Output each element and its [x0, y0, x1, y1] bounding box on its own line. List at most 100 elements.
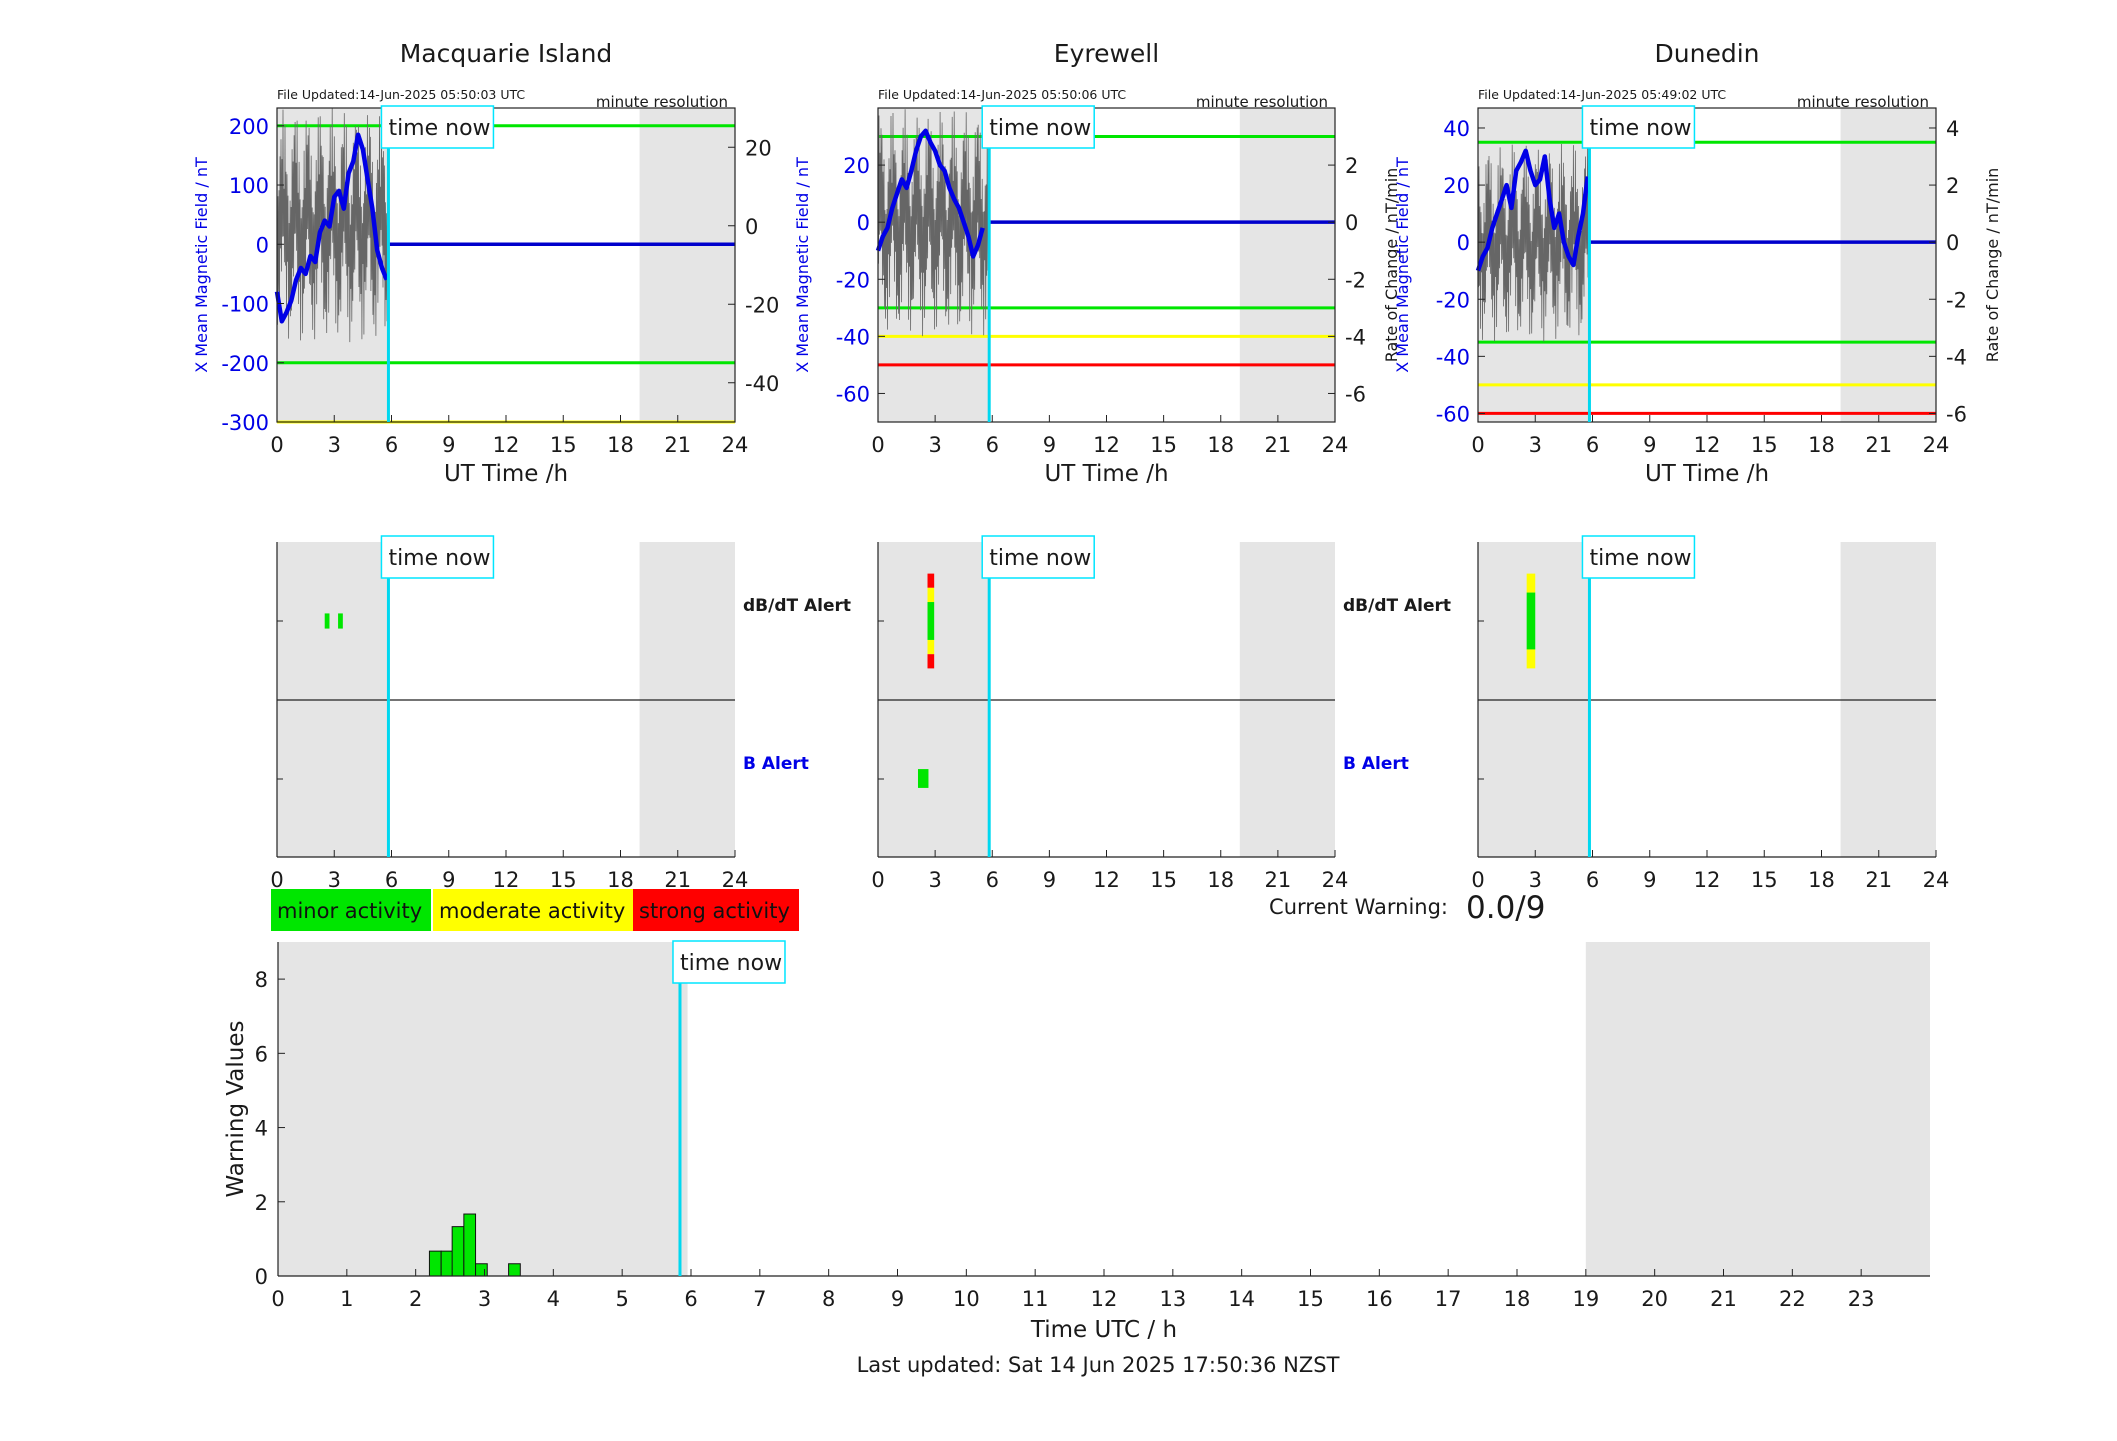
warning-x-tick-label: 1: [340, 1287, 353, 1311]
y-right-tick-label: -40: [745, 372, 779, 396]
y-tick-label: 40: [1443, 117, 1470, 141]
panel-title: Dunedin: [1655, 39, 1760, 68]
y-axis-label-right: Rate of Change / nT/min: [1983, 168, 2002, 363]
legend-label-2: moderate activity: [439, 899, 625, 923]
warning-x-tick-label: 7: [753, 1287, 766, 1311]
b-alert-bar: [917, 769, 929, 788]
field-trace: [1475, 148, 1590, 272]
last-updated-text: Last updated: Sat 14 Jun 2025 17:50:36 N…: [857, 1353, 1340, 1377]
current-warning-value: 0.0/9: [1466, 890, 1545, 926]
x-tick-label: 18: [607, 868, 634, 892]
x-tick-label: 21: [664, 433, 691, 457]
time-now-label: time now: [1589, 116, 1691, 141]
legend-label-3: strong activity: [639, 899, 790, 923]
y-right-tick-label: -2: [1345, 268, 1366, 292]
time-now-label: time now: [1589, 546, 1691, 571]
x-tick-label: 3: [328, 433, 341, 457]
dbdt-alert-bar: [338, 613, 343, 629]
warning-x-tick-label: 15: [1297, 1287, 1324, 1311]
y-right-tick-label: -4: [1946, 345, 1967, 369]
y-tick-label: 0: [1457, 231, 1470, 255]
dbdt-alert-label: dB/dT Alert: [1343, 596, 1451, 616]
y-axis-label-left: X Mean Magnetic Field / nT: [192, 157, 211, 373]
x-axis-label: UT Time /h: [1044, 461, 1168, 487]
time-now-label: time now: [388, 546, 490, 571]
x-tick-label: 15: [550, 868, 577, 892]
x-tick-label: 3: [928, 868, 941, 892]
warning-x-tick-label: 0: [271, 1287, 284, 1311]
file-updated-text: File Updated:14-Jun-2025 05:49:02 UTC: [1478, 87, 1726, 102]
dbdt-alert-bar: [1526, 592, 1536, 650]
x-tick-label: 0: [871, 868, 884, 892]
warning-x-tick-label: 19: [1572, 1287, 1599, 1311]
warning-bar-5: [475, 1263, 488, 1277]
warning-bar-1: [428, 1250, 442, 1277]
warning-x-tick-label: 3: [478, 1287, 491, 1311]
night-shaded-band: [1239, 108, 1335, 422]
x-tick-label: 12: [493, 433, 520, 457]
dbdt-alert-bar: [1526, 573, 1536, 593]
x-tick-label: 9: [1643, 433, 1656, 457]
dbdt-alert-bar: [927, 573, 935, 588]
legend-swatch-2: [433, 889, 633, 931]
x-tick-label: 21: [664, 868, 691, 892]
y-axis-label-left: X Mean Magnetic Field / nT: [793, 157, 812, 373]
time-now-label-box: [380, 105, 495, 149]
field-trace: [274, 132, 389, 324]
warning-x-tick-label: 4: [547, 1287, 560, 1311]
x-tick-label: 0: [1471, 868, 1484, 892]
y-tick-label: -200: [221, 352, 269, 376]
x-tick-label: 21: [1865, 433, 1892, 457]
warning-y-tick-label: 6: [255, 1042, 268, 1066]
y-tick-label: -20: [1436, 288, 1470, 312]
y-right-tick-label: 2: [1345, 154, 1358, 178]
warning-x-tick-label: 8: [822, 1287, 835, 1311]
warning-x-tick-label: 13: [1159, 1287, 1186, 1311]
x-axis-label: UT Time /h: [444, 461, 568, 487]
y-right-tick-label: -2: [1946, 288, 1967, 312]
warning-x-tick-label: 22: [1779, 1287, 1806, 1311]
x-tick-label: 15: [1751, 868, 1778, 892]
x-tick-label: 18: [1808, 868, 1835, 892]
current-warning-label: Current Warning:: [1269, 895, 1448, 919]
y-tick-label: -300: [221, 411, 269, 435]
y-right-tick-label: 0: [745, 215, 758, 239]
y-tick-label: 20: [843, 154, 870, 178]
x-tick-label: 24: [1923, 868, 1950, 892]
y-tick-label: 200: [229, 115, 269, 139]
y-right-tick-label: 4: [1946, 117, 1959, 141]
x-tick-label: 9: [442, 868, 455, 892]
y-right-tick-label: 0: [1946, 231, 1959, 255]
x-tick-label: 3: [1529, 868, 1542, 892]
x-tick-label: 24: [722, 433, 749, 457]
x-tick-label: 12: [493, 868, 520, 892]
file-updated-text: File Updated:14-Jun-2025 05:50:03 UTC: [277, 87, 525, 102]
warning-x-tick-label: 16: [1366, 1287, 1393, 1311]
warning-x-tick-label: 17: [1435, 1287, 1462, 1311]
x-tick-label: 9: [1643, 868, 1656, 892]
x-tick-label: 9: [442, 433, 455, 457]
x-tick-label: 0: [1471, 433, 1484, 457]
x-tick-label: 15: [1150, 868, 1177, 892]
y-tick-label: -100: [221, 293, 269, 317]
warning-bar-4: [463, 1213, 477, 1277]
y-right-tick-label: 20: [745, 136, 772, 160]
y-tick-label: -60: [836, 382, 870, 406]
x-tick-label: 12: [1694, 433, 1721, 457]
y-tick-label: 0: [256, 233, 269, 257]
x-tick-label: 18: [1207, 868, 1234, 892]
x-tick-label: 12: [1694, 868, 1721, 892]
time-now-label: time now: [680, 951, 782, 976]
x-tick-label: 21: [1865, 868, 1892, 892]
legend-swatch-1: [271, 889, 431, 931]
night-shaded-band: [1840, 108, 1936, 422]
x-tick-label: 18: [1207, 433, 1234, 457]
x-tick-label: 24: [1923, 433, 1950, 457]
x-tick-label: 12: [1093, 868, 1120, 892]
y-right-tick-label: -6: [1345, 382, 1366, 406]
warning-x-tick-label: 5: [615, 1287, 628, 1311]
x-tick-label: 6: [385, 868, 398, 892]
